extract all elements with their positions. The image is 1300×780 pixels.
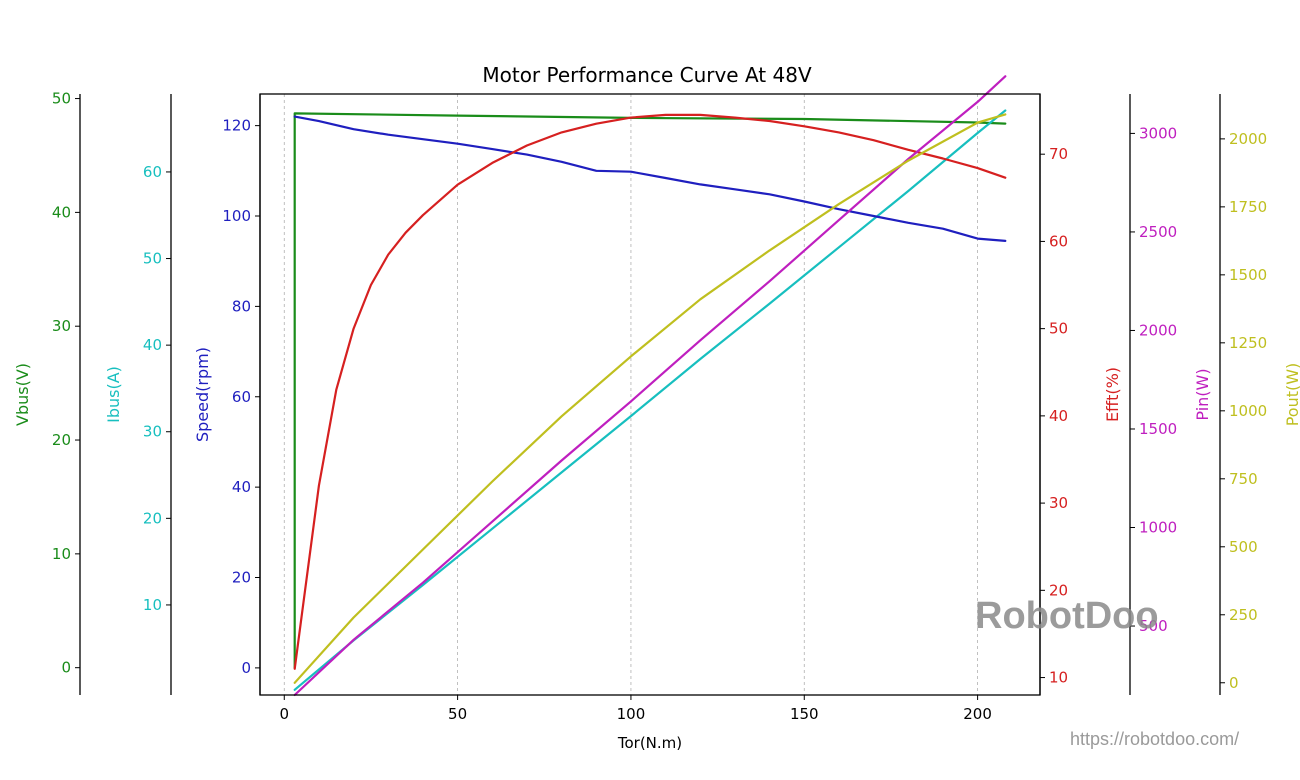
x-tick-label: 0 <box>279 705 289 723</box>
y-tick-label-ibus: 10 <box>143 596 162 614</box>
y-tick-label-vbus: 0 <box>61 659 71 677</box>
y-axis-label-vbus: Vbus(V) <box>13 363 32 426</box>
y-tick-label-speed: 40 <box>232 478 251 496</box>
y-tick-label-ibus: 50 <box>143 250 162 268</box>
y-tick-label-speed: 80 <box>232 297 251 315</box>
y-tick-label-pin: 1500 <box>1139 420 1177 438</box>
y-tick-label-pout: 1000 <box>1229 402 1267 420</box>
watermark-url: https://robotdoo.com/ <box>1070 729 1239 749</box>
y-tick-label-pout: 1250 <box>1229 334 1267 352</box>
y-axis-pin: 500 1000 1500 2000 2500 3000 Pin(W) <box>1129 94 1212 695</box>
y-tick-label-ibus: 60 <box>143 163 162 181</box>
y-axis-label-ibus: Ibus(A) <box>104 366 123 423</box>
y-tick-label-efft: 60 <box>1049 232 1068 250</box>
y-axis-speed: 0 20 40 60 80 100 120 Speed(rpm) <box>193 94 261 695</box>
y-tick-label-vbus: 40 <box>52 203 71 221</box>
y-tick-label-pin: 500 <box>1139 617 1168 635</box>
x-tick-label: 150 <box>790 705 819 723</box>
y-tick-label-speed: 60 <box>232 388 251 406</box>
series-line-efft <box>293 113 1007 670</box>
y-tick-label-pout: 750 <box>1229 470 1258 488</box>
x-axis-label: Tor(N.m) <box>617 734 682 752</box>
y-axis-ibus: 10 20 30 40 50 60 Ibus(A) <box>104 94 172 695</box>
y-tick-label-vbus: 10 <box>52 545 71 563</box>
y-tick-label-ibus: 40 <box>143 336 162 354</box>
y-tick-label-pout: 0 <box>1229 674 1239 692</box>
y-axis-label-speed: Speed(rpm) <box>193 347 212 442</box>
y-tick-label-pout: 500 <box>1229 538 1258 556</box>
series-layer <box>293 75 1007 697</box>
y-tick-label-pout: 1500 <box>1229 266 1267 284</box>
y-tick-label-pout: 2000 <box>1229 130 1267 148</box>
grid-lines <box>283 94 978 695</box>
y-tick-label-pin: 3000 <box>1139 124 1177 142</box>
x-tick-label: 100 <box>617 705 646 723</box>
y-axis-efft: 10 20 30 40 50 60 70 Efft(%) <box>1039 94 1122 695</box>
y-tick-label-pin: 2500 <box>1139 223 1177 241</box>
x-tick-label: 200 <box>963 705 992 723</box>
y-tick-label-efft: 30 <box>1049 494 1068 512</box>
y-tick-label-vbus: 30 <box>52 317 71 335</box>
series-line-pin <box>293 75 1007 697</box>
series-line-speed <box>293 115 1007 242</box>
y-axis-label-pout: Pout(W) <box>1283 363 1300 427</box>
y-tick-label-efft: 10 <box>1049 669 1068 687</box>
y-tick-label-ibus: 30 <box>143 423 162 441</box>
chart-title: Motor Performance Curve At 48V <box>482 63 812 87</box>
y-axes: 0 10 20 30 40 50 Vbus(V) 10 20 30 40 50 60 Ibus(A) 0 20… <box>13 90 1300 695</box>
x-axis: 0 50 100 150 200 <box>279 695 992 723</box>
plot-frame <box>259 93 1041 696</box>
y-tick-label-pin: 1000 <box>1139 519 1177 537</box>
y-axis-label-efft: Efft(%) <box>1103 367 1122 422</box>
y-tick-label-vbus: 20 <box>52 431 71 449</box>
y-tick-label-speed: 20 <box>232 569 251 587</box>
x-tick-label: 50 <box>448 705 467 723</box>
y-tick-label-pin: 2000 <box>1139 321 1177 339</box>
y-tick-label-efft: 50 <box>1049 320 1068 338</box>
y-tick-label-efft: 40 <box>1049 407 1068 425</box>
y-axis-vbus: 0 10 20 30 40 50 Vbus(V) <box>13 90 81 695</box>
y-tick-label-speed: 0 <box>241 659 251 677</box>
y-tick-label-ibus: 20 <box>143 509 162 527</box>
y-axis-label-pin: Pin(W) <box>1193 368 1212 420</box>
y-tick-label-efft: 70 <box>1049 145 1068 163</box>
y-tick-label-speed: 120 <box>222 117 251 135</box>
series-line-vbus <box>293 112 1007 669</box>
y-tick-label-efft: 20 <box>1049 581 1068 599</box>
y-tick-label-pout: 1750 <box>1229 198 1267 216</box>
series-line-pout <box>293 113 1007 684</box>
series-line-ibus <box>293 109 1007 691</box>
y-axis-pout: 0 250 500 750 1000 1250 1500 1750 2000 Pout(W) <box>1219 94 1300 695</box>
y-tick-label-pout: 250 <box>1229 606 1258 624</box>
y-tick-label-speed: 100 <box>222 207 251 225</box>
y-tick-label-vbus: 50 <box>52 90 71 108</box>
watermark-brand: RobotDoo <box>975 595 1159 637</box>
